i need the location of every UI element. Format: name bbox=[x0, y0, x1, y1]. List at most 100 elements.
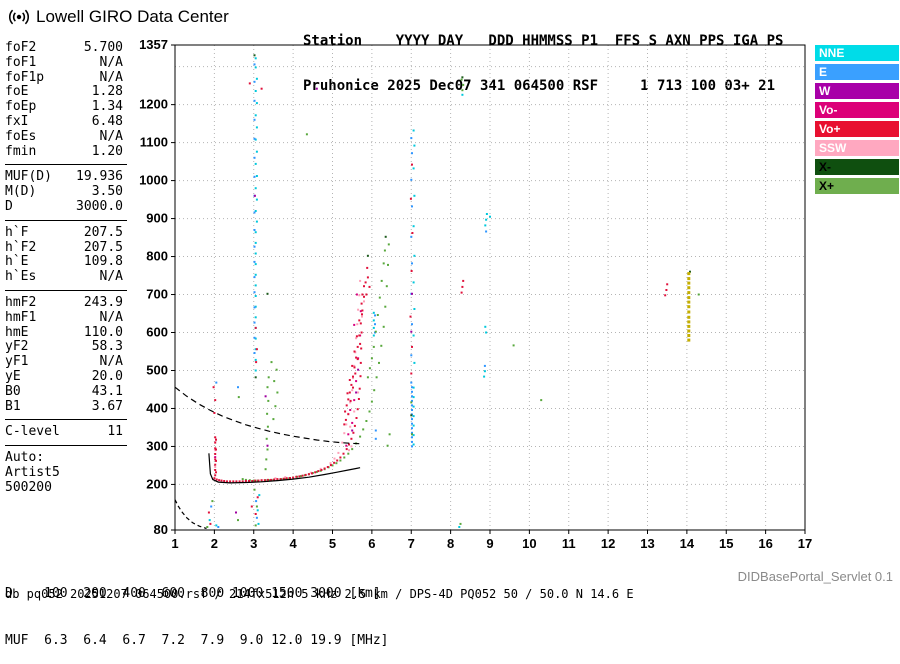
x-tick-label: 3 bbox=[250, 536, 257, 550]
muf-row: MUF 6.3 6.4 6.7 7.2 7.9 9.0 12.0 19.9 [M… bbox=[5, 632, 389, 648]
param-row: yF1 N/A bbox=[5, 354, 123, 370]
x-tick-label: 17 bbox=[798, 536, 812, 550]
param-label: foE bbox=[5, 84, 29, 100]
x-tick-label: 15 bbox=[719, 536, 733, 550]
x-tick-label: 4 bbox=[290, 536, 298, 550]
param-row: yE 20.0 bbox=[5, 369, 123, 385]
param-label: C-level bbox=[5, 424, 60, 440]
series-SSW bbox=[214, 279, 365, 480]
param-row: 500200 bbox=[5, 479, 123, 496]
axis-ticks bbox=[171, 44, 806, 534]
param-row: h`F 207.5 bbox=[5, 224, 123, 241]
param-row: B1 3.67 bbox=[5, 398, 123, 415]
param-row: foF2 5.700 bbox=[5, 40, 123, 56]
panel-divider bbox=[5, 419, 127, 421]
param-row: MUF(D) 19.936 bbox=[5, 170, 123, 185]
brand: Lowell GIRO Data Center bbox=[8, 6, 229, 28]
series-E bbox=[210, 63, 488, 528]
param-label: h`F bbox=[5, 224, 29, 240]
param-row: D 3000.0 bbox=[5, 199, 123, 215]
param-label: hmE bbox=[5, 324, 29, 340]
y-tick-label: 1000 bbox=[139, 173, 168, 188]
parameter-panel: foF2 5.700 foF1 N/A foF1p N/A foE 1.28 foEp 1.34 f… bbox=[5, 40, 127, 496]
servlet-watermark: DIDBasePortal_Servlet 0.1 bbox=[737, 569, 893, 584]
x-tick-label: 16 bbox=[758, 536, 772, 550]
legend-item-vo-: Vo- bbox=[815, 102, 899, 118]
param-label: foF1 bbox=[5, 54, 37, 70]
param-label: foEs bbox=[5, 128, 37, 144]
param-label: M(D) bbox=[5, 184, 37, 200]
y-tick-label: 1357 bbox=[139, 38, 168, 52]
x-tick-label: 11 bbox=[562, 536, 576, 550]
panel-divider bbox=[5, 289, 127, 291]
param-row: Artist5 bbox=[5, 464, 123, 481]
param-value: 1.20 bbox=[91, 143, 123, 159]
param-label: fmin bbox=[5, 143, 37, 159]
param-value: 6.48 bbox=[91, 113, 123, 129]
series-Vo+ bbox=[207, 82, 669, 525]
param-label: B0 bbox=[5, 383, 21, 399]
param-value: 243.9 bbox=[83, 294, 123, 310]
legend-item-x-: X- bbox=[815, 159, 899, 175]
y-tick-label: 400 bbox=[146, 400, 168, 415]
legend-item-e: E bbox=[815, 64, 899, 80]
y-tick-label: 200 bbox=[146, 476, 168, 491]
series-W bbox=[235, 87, 413, 514]
legend-item-x+: X+ bbox=[815, 178, 899, 194]
param-row: fmin 1.20 bbox=[5, 143, 123, 160]
param-label: Auto: bbox=[5, 450, 45, 466]
param-value: 109.8 bbox=[83, 254, 123, 270]
param-row: hmF2 243.9 bbox=[5, 294, 123, 311]
series-Vo- bbox=[214, 293, 362, 459]
legend-item-ssw: SSW bbox=[815, 140, 899, 156]
param-label: foF2 bbox=[5, 40, 37, 55]
param-value: 43.1 bbox=[91, 383, 123, 399]
x-tick-label: 9 bbox=[486, 536, 493, 550]
line-profile-low-dashed bbox=[174, 499, 207, 530]
x-tick-label: 13 bbox=[640, 536, 654, 550]
y-tick-label: 500 bbox=[146, 362, 168, 377]
param-row: foEs N/A bbox=[5, 128, 123, 145]
param-label: h`Es bbox=[5, 269, 37, 285]
param-value: 207.5 bbox=[83, 239, 123, 255]
param-row: hmE 110.0 bbox=[5, 324, 123, 341]
legend-item-nne: NNE bbox=[815, 45, 899, 61]
x-tick-label: 6 bbox=[368, 536, 375, 550]
param-label: Artist5 bbox=[5, 464, 60, 480]
ionogram-plot: 1 2 3 4 5 6 7 8 9 10 11 12 13 14 15 16 17135712001100100… bbox=[139, 38, 812, 550]
param-label: 500200 bbox=[5, 479, 52, 495]
param-label: hmF1 bbox=[5, 309, 37, 325]
param-label: foF1p bbox=[5, 69, 45, 85]
y-tick-label: 1100 bbox=[140, 135, 168, 150]
param-label: h`E bbox=[5, 254, 29, 270]
param-label: h`F2 bbox=[5, 239, 37, 255]
x-tick-label: 14 bbox=[680, 536, 695, 550]
y-axis-labels: 1357 1200 1100 1000 900 800 700 600 500 400 300 200… bbox=[139, 38, 168, 537]
param-row: foF1p N/A bbox=[5, 69, 123, 86]
param-row: foE 1.28 bbox=[5, 85, 123, 100]
panel-divider bbox=[5, 219, 127, 221]
param-row: h`F2 207.5 bbox=[5, 239, 123, 256]
param-row: B0 43.1 bbox=[5, 383, 123, 400]
status-line: db pq052 20251207 064500.rsf / 214fx512h… bbox=[5, 587, 634, 601]
station-header-values: Pruhonice 2025 Dec07 341 064500 RSF 1 71… bbox=[303, 78, 776, 94]
param-value: 3.50 bbox=[91, 184, 123, 200]
param-row: fxI 6.48 bbox=[5, 113, 123, 130]
param-label: B1 bbox=[5, 398, 21, 414]
param-row: h`E 109.8 bbox=[5, 255, 123, 270]
param-value: N/A bbox=[99, 69, 123, 85]
panel-divider bbox=[5, 164, 127, 166]
y-tick-label: 300 bbox=[146, 438, 168, 453]
x-tick-label: 7 bbox=[408, 536, 415, 550]
series-yellow-column bbox=[687, 272, 691, 342]
param-row: hmF1 N/A bbox=[5, 309, 123, 326]
param-value: 5.700 bbox=[83, 40, 123, 55]
param-value: 11 bbox=[107, 424, 123, 440]
x-tick-label: 5 bbox=[329, 536, 336, 550]
param-row: foF1 N/A bbox=[5, 54, 123, 71]
y-tick-label: 1200 bbox=[139, 97, 168, 112]
x-tick-label: 10 bbox=[522, 536, 536, 550]
x-tick-label: 12 bbox=[601, 536, 615, 550]
line-true-height-profile bbox=[208, 453, 361, 484]
series-X+ bbox=[206, 78, 700, 528]
